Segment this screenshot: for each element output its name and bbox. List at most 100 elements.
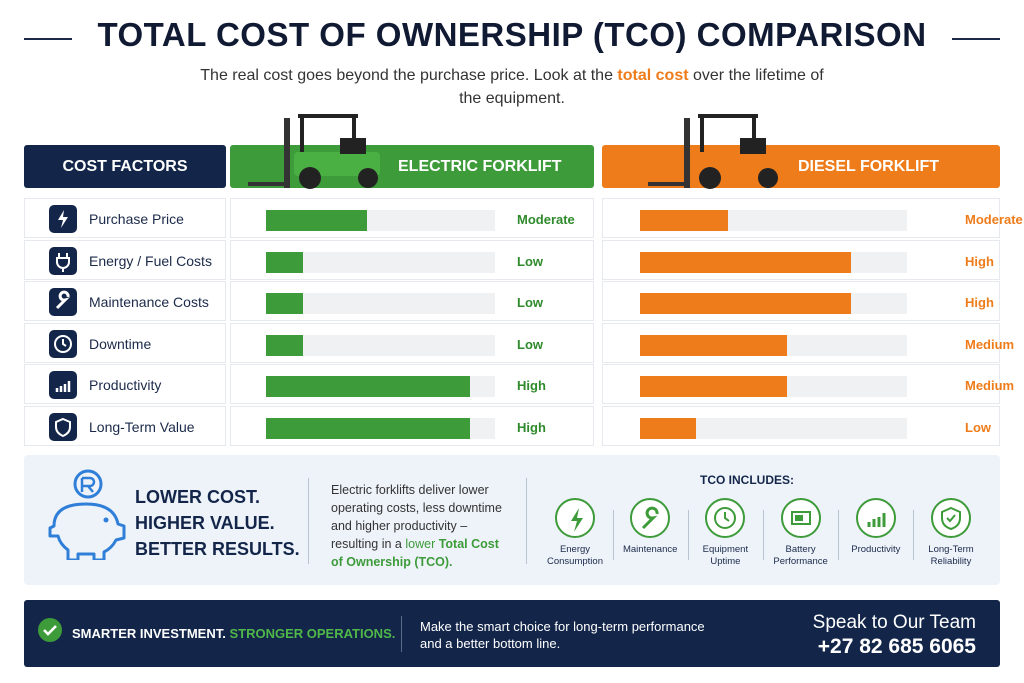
tagline-highlight: STRONGER OPERATIONS.: [229, 626, 396, 641]
diesel-cell: Medium: [602, 322, 1014, 363]
factor-label: Downtime: [89, 335, 152, 352]
electric-level: High: [517, 419, 546, 435]
paragraph-highlight: lower: [405, 537, 439, 551]
footer-message: Make the smart choice for long-term perf…: [420, 619, 705, 651]
factor-label: Long-Term Value: [89, 418, 195, 435]
factor-icon: [49, 412, 77, 441]
electric-level: Low: [517, 295, 543, 310]
factor-label: Productivity: [89, 377, 162, 393]
bar-track: [640, 417, 907, 439]
electric-level: High: [517, 378, 546, 393]
paragraph-highlight: Total Cost of Ownership (TCO).: [331, 537, 499, 569]
electric-level: Low: [517, 253, 543, 269]
table-row: Purchase Price Moderate Moderate: [24, 198, 1023, 238]
electric-bar: [266, 251, 303, 273]
diesel-bar: [640, 334, 787, 356]
factor-label: Energy / Fuel Costs: [89, 252, 212, 269]
bar-track: [640, 251, 907, 273]
bar-track: [266, 334, 495, 356]
factor-icon: [49, 205, 77, 233]
tagline-text: SMARTER INVESTMENT.: [72, 626, 226, 641]
electric-bar: [266, 293, 303, 314]
bar-track: [266, 251, 495, 273]
include-item: Energy Consumption: [538, 498, 612, 568]
table-row: Downtime Low Medium: [24, 322, 1014, 363]
separator: [308, 478, 309, 564]
column-header: DIESEL FORKLIFT: [602, 145, 1000, 188]
diesel-level: Medium: [965, 378, 1015, 393]
column-header-text: DIESEL FORKLIFT: [798, 157, 940, 175]
bar-track: [640, 334, 907, 356]
factor-cell: Downtime: [24, 322, 226, 363]
include-item: Maintenance: [613, 498, 687, 556]
subtitle: The real cost goes beyond the purchase p…: [200, 64, 824, 110]
factor-icon: [49, 288, 77, 316]
factor-icon: [49, 246, 77, 275]
electric-cell: High: [230, 405, 594, 446]
include-label: Productivity: [851, 544, 901, 555]
bar-track: [640, 293, 907, 314]
bar-track: [266, 417, 495, 439]
diesel-cell: High: [602, 281, 1000, 321]
diesel-level: High: [965, 253, 994, 269]
footer: [24, 600, 1000, 667]
electric-bar: [266, 376, 470, 397]
diesel-cell: High: [602, 239, 1000, 280]
summary-paragraph: Electric forklifts deliver lower operati…: [331, 481, 511, 571]
subtitle-highlight: total cost: [617, 67, 689, 84]
title-rule: [24, 38, 72, 40]
separator: [838, 510, 840, 560]
diesel-cell: Moderate: [602, 198, 1023, 238]
electric-level: Low: [517, 336, 543, 352]
factor-cell: Maintenance Costs: [24, 281, 226, 321]
electric-cell: Moderate: [230, 198, 594, 238]
diesel-level: Low: [965, 419, 991, 435]
diesel-bar: [640, 251, 851, 273]
include-icon: [705, 498, 746, 538]
include-label: Energy Consumption: [547, 544, 603, 567]
headline-line: HIGHER VALUE.: [135, 513, 275, 533]
factor-label: Maintenance Costs: [89, 294, 209, 310]
include-label: Maintenance: [622, 544, 678, 555]
check-icon: [38, 618, 62, 642]
footer-phone: +27 82 685 6065: [817, 635, 976, 658]
factor-cell: Purchase Price: [24, 198, 226, 238]
summary-headline: LOWER COST. HIGHER VALUE. BETTER RESULTS…: [135, 484, 300, 562]
include-icon: [630, 498, 671, 538]
electric-cell: Low: [230, 281, 594, 321]
bar-track: [266, 293, 495, 314]
table-row: Long-Term Value High Low: [24, 405, 1000, 446]
include-label: Long-Term Reliability: [928, 544, 974, 567]
subtitle-text: The real cost goes beyond the purchase p…: [200, 67, 618, 84]
electric-bar: [266, 210, 367, 231]
diesel-bar: [640, 293, 851, 314]
diesel-cell: Low: [602, 405, 1000, 446]
factor-cell: Energy / Fuel Costs: [24, 239, 226, 280]
title: TOTAL COST OF OWNERSHIP (TCO) COMPARISON: [97, 16, 927, 53]
separator: [401, 616, 402, 652]
bar-track: [266, 376, 495, 397]
diesel-level: Moderate: [965, 212, 1023, 227]
table-row: Productivity High Medium: [24, 364, 1014, 404]
piggy-bank-icon: [48, 469, 126, 560]
include-icon: [555, 498, 595, 538]
electric-forklift-image: [248, 114, 380, 189]
factor-label: Purchase Price: [89, 211, 184, 227]
column-header: COST FACTORS: [24, 145, 226, 188]
electric-cell: High: [230, 364, 594, 404]
table-row: Maintenance Costs Low High: [24, 281, 1000, 321]
include-icon: [780, 498, 821, 538]
separator: [763, 510, 764, 560]
diesel-bar: [640, 417, 697, 439]
factor-cell: Productivity: [24, 364, 226, 404]
bar-track: [640, 210, 907, 231]
electric-cell: Low: [230, 322, 594, 363]
include-label: Equipment Uptime: [702, 544, 749, 567]
bar-track: [640, 376, 907, 397]
paragraph-text: Electric forklifts deliver lower operati…: [331, 483, 502, 551]
table-row: Energy / Fuel Costs Low High: [24, 239, 1000, 280]
include-item: Equipment Uptime: [688, 498, 762, 568]
summary-panel: [24, 455, 1000, 585]
electric-cell: Low: [230, 239, 594, 280]
includes-title: TCO INCLUDES:: [700, 473, 794, 487]
